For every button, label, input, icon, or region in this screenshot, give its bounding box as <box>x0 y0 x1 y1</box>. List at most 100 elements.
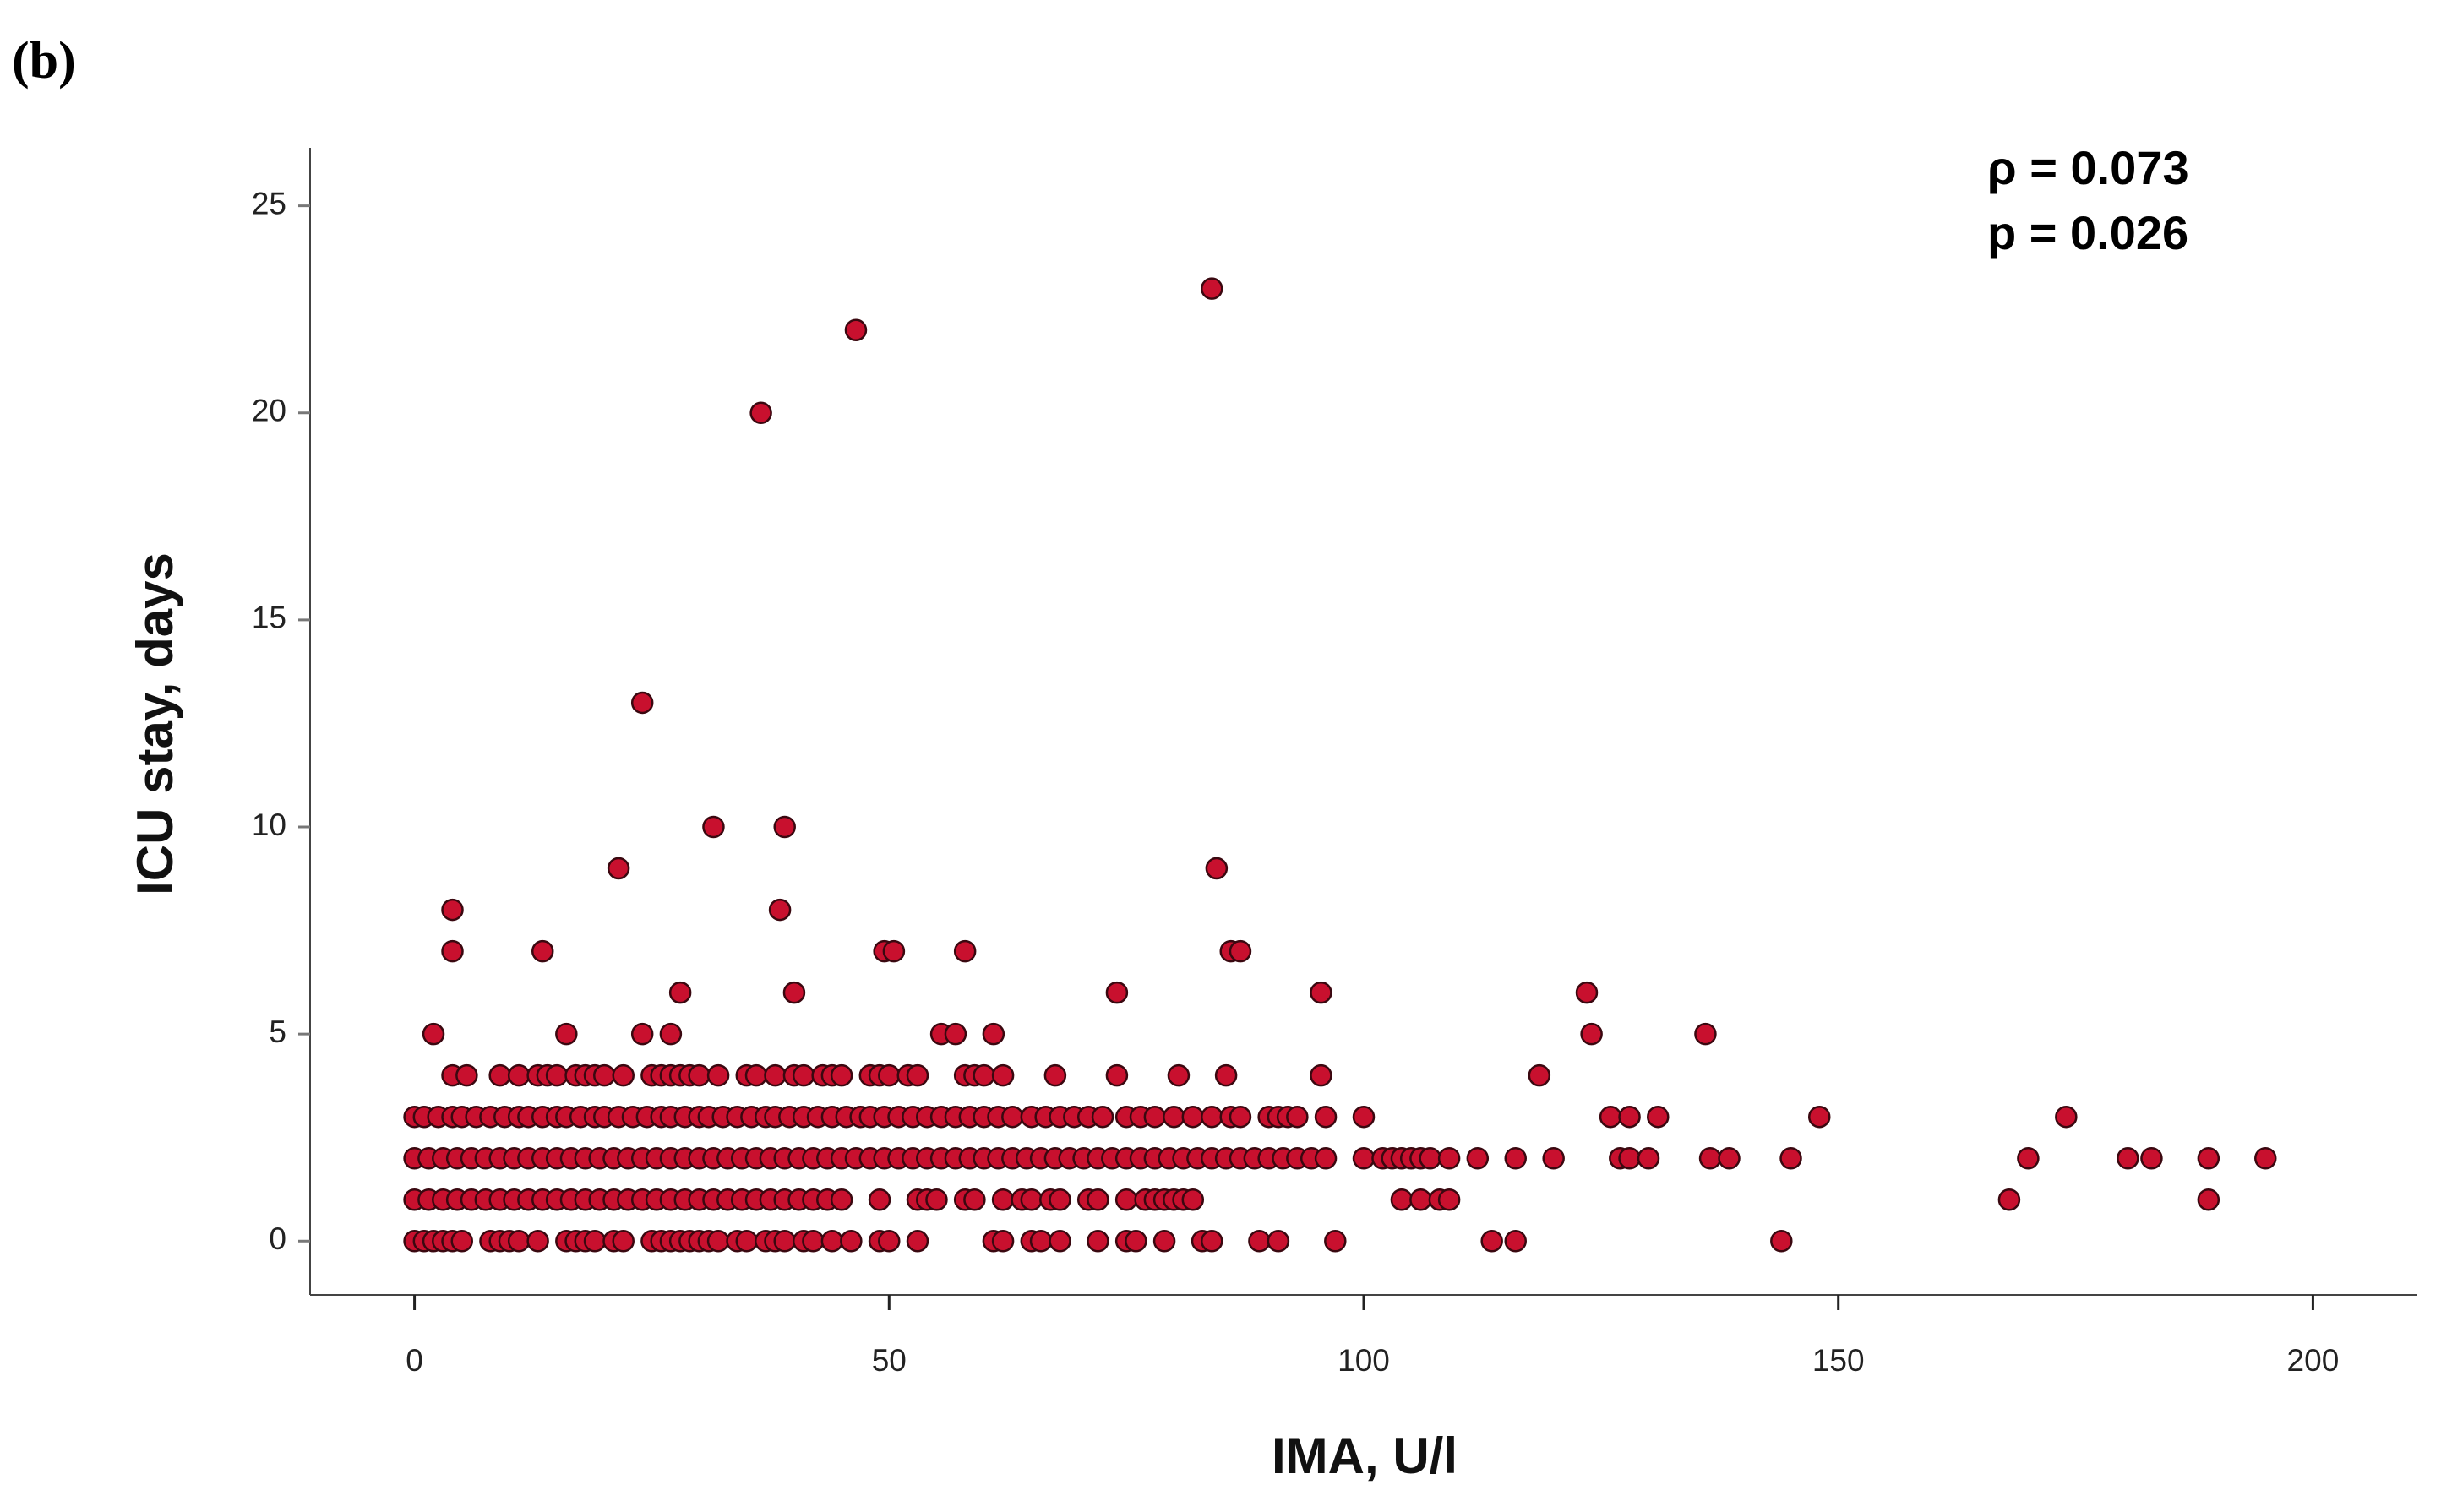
point <box>1779 1146 1802 1170</box>
point <box>2117 1146 2139 1170</box>
point <box>1029 1230 1053 1253</box>
point <box>844 318 868 341</box>
x-tick-label: 0 <box>406 1343 423 1378</box>
point <box>1310 981 1332 1004</box>
point <box>1214 1063 1238 1087</box>
point <box>1001 1105 1024 1129</box>
point <box>1618 1105 1641 1129</box>
point <box>991 1230 1015 1253</box>
point <box>1087 1188 1109 1211</box>
point <box>1114 1188 1138 1211</box>
point <box>1043 1063 1067 1087</box>
y-tick-label: 20 <box>252 394 286 428</box>
point <box>1267 1230 1290 1253</box>
point <box>749 401 772 425</box>
point <box>2055 1105 2078 1129</box>
y-tick-label: 10 <box>252 808 286 842</box>
point <box>735 1230 759 1253</box>
point <box>1310 1063 1332 1087</box>
point <box>593 1063 616 1087</box>
point <box>773 1230 796 1253</box>
point <box>1575 981 1599 1004</box>
point <box>973 1063 995 1087</box>
point <box>1229 1105 1252 1129</box>
annotation: p = 0.026 <box>1987 206 2188 259</box>
point <box>526 1230 549 1253</box>
point <box>507 1230 531 1253</box>
point <box>555 1022 578 1046</box>
point <box>441 898 464 922</box>
point <box>1437 1188 1461 1211</box>
point <box>878 1230 901 1253</box>
point <box>1647 1105 1670 1129</box>
point <box>1698 1146 1722 1170</box>
point <box>2254 1146 2277 1170</box>
point <box>1504 1146 1527 1170</box>
point <box>1390 1188 1414 1211</box>
point <box>507 1063 531 1087</box>
point <box>1637 1146 1660 1170</box>
point <box>1143 1105 1167 1129</box>
point <box>2017 1146 2040 1170</box>
point <box>1807 1105 1831 1129</box>
point <box>830 1063 853 1087</box>
point <box>1599 1105 1622 1129</box>
point <box>607 857 630 880</box>
point <box>2140 1146 2163 1170</box>
point <box>820 1230 844 1253</box>
point <box>906 1063 929 1087</box>
point <box>1087 1230 1109 1253</box>
point <box>830 1188 853 1211</box>
point <box>925 1188 948 1211</box>
point <box>1409 1188 1432 1211</box>
point <box>706 1063 730 1087</box>
x-tick-label: 150 <box>1812 1343 1865 1378</box>
point <box>1314 1105 1338 1129</box>
point <box>1770 1230 1793 1253</box>
point <box>1163 1105 1185 1129</box>
y-axis-title: ICU stay, days <box>127 552 183 895</box>
point <box>455 1063 478 1087</box>
point <box>2197 1146 2220 1170</box>
point <box>982 1022 1005 1046</box>
point <box>1020 1188 1043 1211</box>
point <box>744 1063 768 1087</box>
point <box>1352 1146 1376 1170</box>
point <box>944 1022 967 1046</box>
point <box>1181 1105 1205 1129</box>
y-tick-label: 5 <box>269 1014 286 1049</box>
point <box>1286 1105 1309 1129</box>
point <box>1718 1146 1741 1170</box>
y-tick-label: 15 <box>252 601 286 635</box>
point <box>1201 277 1223 300</box>
point <box>583 1230 607 1253</box>
point <box>1201 1230 1223 1253</box>
point <box>1694 1022 1717 1046</box>
point <box>659 1022 683 1046</box>
point <box>906 1230 929 1253</box>
point <box>1248 1230 1271 1253</box>
point <box>991 1188 1015 1211</box>
point <box>1105 1063 1129 1087</box>
point <box>882 939 906 963</box>
point <box>1229 939 1252 963</box>
point <box>488 1063 511 1087</box>
point <box>630 691 654 715</box>
point <box>1618 1146 1641 1170</box>
point <box>1201 1105 1223 1129</box>
point <box>1049 1230 1071 1253</box>
point <box>630 1022 654 1046</box>
point <box>1314 1146 1338 1170</box>
point <box>1352 1105 1376 1129</box>
point <box>1419 1146 1441 1170</box>
point <box>441 939 464 963</box>
point <box>1205 857 1229 880</box>
point <box>612 1063 635 1087</box>
point <box>1466 1146 1490 1170</box>
point <box>1152 1230 1176 1253</box>
point <box>1181 1188 1205 1211</box>
panel-label: (b) <box>12 32 76 90</box>
point <box>878 1063 901 1087</box>
point <box>1105 981 1129 1004</box>
